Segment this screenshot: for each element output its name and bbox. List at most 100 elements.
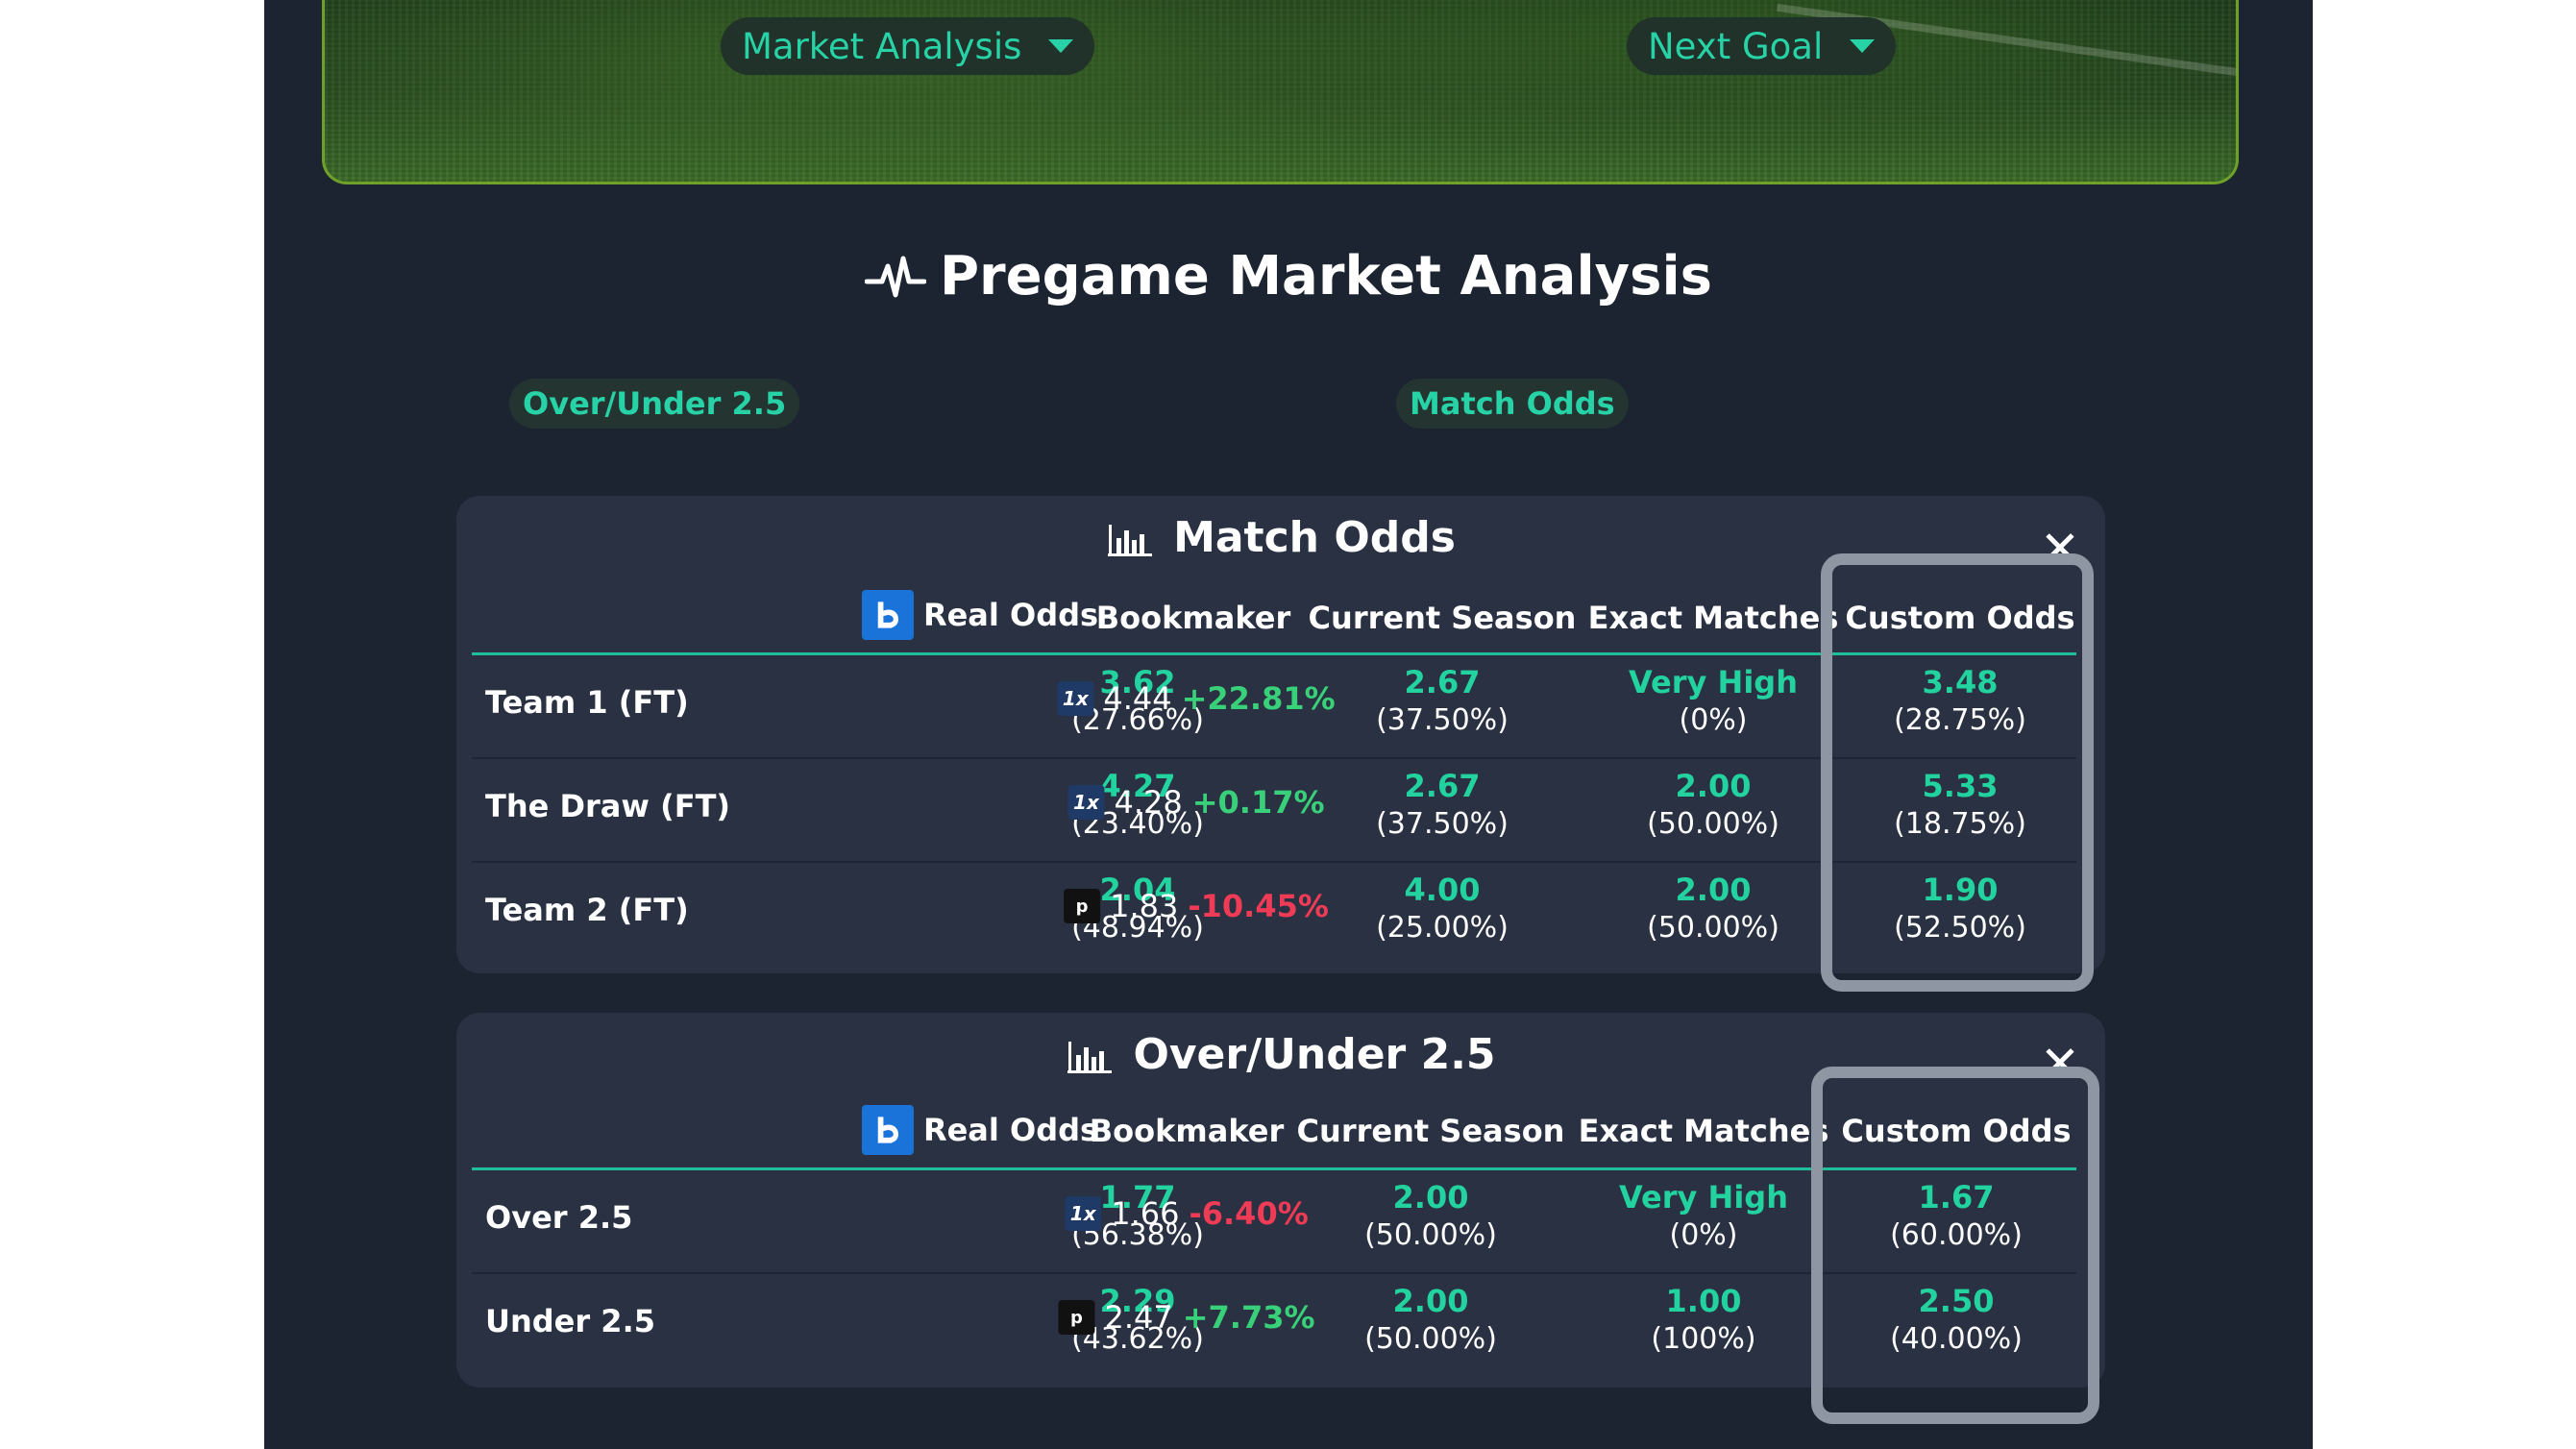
bookmaker-cell[interactable]: p 2.47 +7.73% xyxy=(1058,1299,1315,1336)
current-season-cell: 2.00 (50.00%) xyxy=(1364,1178,1497,1255)
row-divider xyxy=(472,861,2076,863)
exact-matches-cell: 2.00 (50.00%) xyxy=(1647,871,1779,947)
header-real-odds-label: Real Odds xyxy=(922,1112,1099,1148)
real-odds-cell-value: 3.62 xyxy=(1099,664,1176,700)
header-real-odds: Real Odds xyxy=(861,590,1099,640)
bookmaker-diff: -6.40% xyxy=(1189,1195,1309,1232)
bookmaker-logo-icon: 1x xyxy=(1065,1196,1102,1231)
row-divider xyxy=(472,1272,2076,1274)
current-season-cell-value: 2.67 xyxy=(1404,768,1481,804)
header-divider xyxy=(472,1167,2076,1170)
custom-odds-cell-percent: (18.75%) xyxy=(1894,807,2026,841)
current-season-cell-percent: (50.00%) xyxy=(1364,1218,1497,1252)
row-label: The Draw (FT) xyxy=(485,788,731,824)
bookmaker-logo-icon: 1x xyxy=(1067,785,1105,820)
bookmaker-cell[interactable]: p 1.83 -10.45% xyxy=(1064,888,1329,924)
match-odds-title: Match Odds xyxy=(456,513,2105,562)
exact-matches-cell: Very High (0%) xyxy=(1629,663,1798,740)
chip-match-odds-label: Match Odds xyxy=(1410,385,1615,422)
chip-over-under[interactable]: Over/Under 2.5 xyxy=(509,379,800,429)
bookmaker-logo-icon xyxy=(861,590,914,640)
header-divider xyxy=(472,652,2076,655)
bookmaker-cell[interactable]: 1x 1.66 -6.40% xyxy=(1065,1195,1309,1232)
exact-matches-cell-percent: (0%) xyxy=(1669,1218,1738,1252)
real-odds-cell-value: 2.29 xyxy=(1099,1283,1176,1319)
exact-matches-cell-percent: (50.00%) xyxy=(1647,807,1779,841)
current-season-cell: 4.00 (25.00%) xyxy=(1376,871,1509,947)
bookmaker-odds: 1.66 xyxy=(1111,1195,1180,1232)
row-label: Team 1 (FT) xyxy=(485,684,689,721)
real-odds-cell-value: 2.04 xyxy=(1099,872,1176,908)
real-odds-cell-value: 1.77 xyxy=(1099,1179,1176,1216)
custom-odds-cell-percent: (28.75%) xyxy=(1894,703,2026,737)
current-season-cell-percent: (50.00%) xyxy=(1364,1322,1497,1356)
exact-matches-cell-value: 2.00 xyxy=(1675,872,1752,908)
current-season-cell-value: 2.00 xyxy=(1392,1283,1469,1319)
market-analysis-dropdown-label: Market Analysis xyxy=(742,25,1022,67)
header-exact-matches: Exact Matches xyxy=(1578,1113,1829,1149)
header-bookmaker: Bookmaker xyxy=(1089,1113,1285,1149)
header-bookmaker: Bookmaker xyxy=(1095,600,1291,636)
match-odds-title-text: Match Odds xyxy=(1173,513,1456,562)
current-season-cell-value: 2.67 xyxy=(1404,664,1481,700)
custom-odds-cell-percent: (52.50%) xyxy=(1894,911,2026,945)
next-goal-dropdown[interactable]: Next Goal xyxy=(1627,17,1897,75)
exact-matches-cell-percent: (50.00%) xyxy=(1647,911,1779,945)
exact-matches-cell-percent: (0%) xyxy=(1679,703,1748,737)
exact-matches-cell: Very High (0%) xyxy=(1619,1178,1788,1255)
header-custom-odds: Custom Odds xyxy=(1841,1113,2072,1149)
exact-matches-cell: 2.00 (50.00%) xyxy=(1647,767,1779,844)
current-season-cell-percent: (37.50%) xyxy=(1376,703,1509,737)
caret-down-icon xyxy=(1850,39,1876,53)
custom-odds-cell: 1.67 (60.00%) xyxy=(1890,1178,2023,1255)
custom-odds-cell-percent: (40.00%) xyxy=(1890,1322,2023,1356)
row-label: Over 2.5 xyxy=(485,1199,633,1236)
over-under-title: Over/Under 2.5 xyxy=(456,1030,2105,1079)
exact-matches-cell-value: 2.00 xyxy=(1675,768,1752,804)
exact-matches-cell-value: Very High xyxy=(1619,1179,1788,1216)
header-real-odds: Real Odds xyxy=(861,1105,1099,1155)
exact-matches-cell-value: 1.00 xyxy=(1665,1283,1742,1319)
current-season-cell: 2.67 (37.50%) xyxy=(1376,663,1509,740)
header-current-season: Current Season xyxy=(1308,600,1577,636)
bookmaker-odds: 4.44 xyxy=(1103,680,1172,717)
bookmaker-logo-icon xyxy=(861,1105,914,1155)
custom-odds-cell-value: 1.67 xyxy=(1918,1179,1995,1216)
exact-matches-cell-value: Very High xyxy=(1629,664,1798,700)
bar-chart-icon xyxy=(1067,1041,1113,1073)
row-divider xyxy=(472,757,2076,759)
header-exact-matches: Exact Matches xyxy=(1587,600,1839,636)
bar-chart-icon xyxy=(1108,524,1153,556)
custom-odds-cell-value: 2.50 xyxy=(1918,1283,1995,1319)
bookmaker-odds: 1.83 xyxy=(1110,888,1179,924)
pulse-icon xyxy=(864,256,926,297)
close-icon[interactable]: ✕ xyxy=(2040,1036,2080,1092)
bookmaker-logo-icon: p xyxy=(1058,1300,1095,1335)
header-current-season: Current Season xyxy=(1296,1113,1565,1149)
custom-odds-cell: 2.50 (40.00%) xyxy=(1890,1282,2023,1359)
header-custom-odds: Custom Odds xyxy=(1845,600,2075,636)
page-title-text: Pregame Market Analysis xyxy=(939,245,1712,307)
bookmaker-diff: +22.81% xyxy=(1181,680,1336,717)
custom-odds-cell: 5.33 (18.75%) xyxy=(1894,767,2026,844)
chip-over-under-label: Over/Under 2.5 xyxy=(523,385,787,422)
current-season-cell-percent: (25.00%) xyxy=(1376,911,1509,945)
custom-odds-cell-value: 1.90 xyxy=(1922,872,1999,908)
bookmaker-logo-icon: 1x xyxy=(1057,681,1094,716)
over-under-panel: Over/Under 2.5 ✕ Real Odds Bookmaker Cur… xyxy=(456,1013,2105,1388)
app-root: Market Analysis Next Goal Pregame Market… xyxy=(264,0,2313,1449)
exact-matches-cell: 1.00 (100%) xyxy=(1651,1282,1755,1359)
market-analysis-dropdown[interactable]: Market Analysis xyxy=(721,17,1095,75)
header-real-odds-label: Real Odds xyxy=(922,597,1099,633)
bookmaker-odds: 2.47 xyxy=(1104,1299,1173,1336)
real-odds-cell: 2.04 (48.94%) xyxy=(1071,871,1204,947)
current-season-cell: 2.00 (50.00%) xyxy=(1364,1282,1497,1359)
chip-match-odds[interactable]: Match Odds xyxy=(1396,379,1629,429)
current-season-cell-percent: (37.50%) xyxy=(1376,807,1509,841)
bookmaker-cell[interactable]: 1x 4.44 +22.81% xyxy=(1057,680,1336,717)
bookmaker-cell[interactable]: 1x 4.28 +0.17% xyxy=(1067,784,1325,821)
bookmaker-diff: +0.17% xyxy=(1191,784,1325,821)
bookmaker-logo-icon: p xyxy=(1064,889,1101,923)
custom-odds-cell-percent: (60.00%) xyxy=(1890,1218,2023,1252)
hero-banner: Market Analysis Next Goal xyxy=(322,0,2239,184)
